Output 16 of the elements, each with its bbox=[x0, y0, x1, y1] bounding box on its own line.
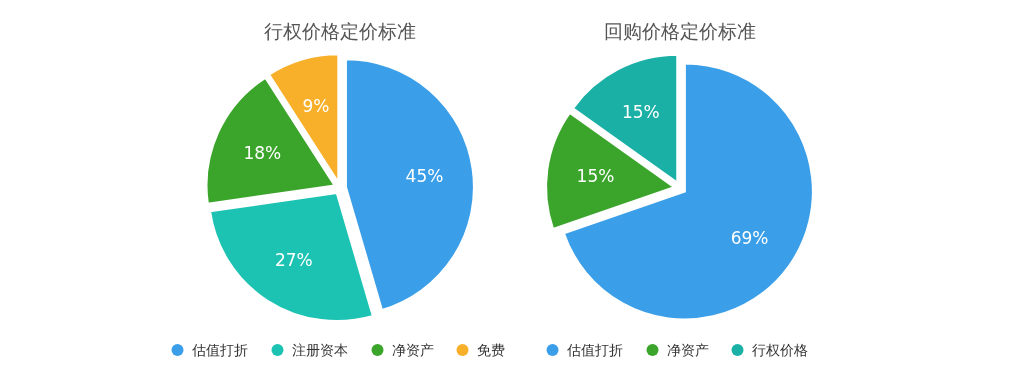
data-label: 69% bbox=[730, 227, 769, 248]
legend-label: 估值打折 bbox=[565, 342, 623, 358]
legend-label: 估值打折 bbox=[190, 342, 248, 358]
legend-label: 行权价格 bbox=[751, 342, 808, 358]
data-label: 9% bbox=[302, 96, 330, 117]
legend-label: 净资产 bbox=[666, 342, 709, 358]
chart-title: 行权价格定价标准 bbox=[264, 20, 416, 42]
data-label: 15% bbox=[576, 165, 615, 186]
data-label: 27% bbox=[274, 249, 313, 270]
data-label: 18% bbox=[243, 142, 282, 163]
data-label: 45% bbox=[405, 165, 444, 186]
legend-label: 注册资本 bbox=[291, 342, 348, 358]
legend-label: 净资产 bbox=[391, 342, 434, 358]
data-label: 15% bbox=[621, 102, 660, 123]
chart-title: 回购价格定价标准 bbox=[604, 20, 756, 42]
legend-label: 免费 bbox=[476, 342, 505, 358]
